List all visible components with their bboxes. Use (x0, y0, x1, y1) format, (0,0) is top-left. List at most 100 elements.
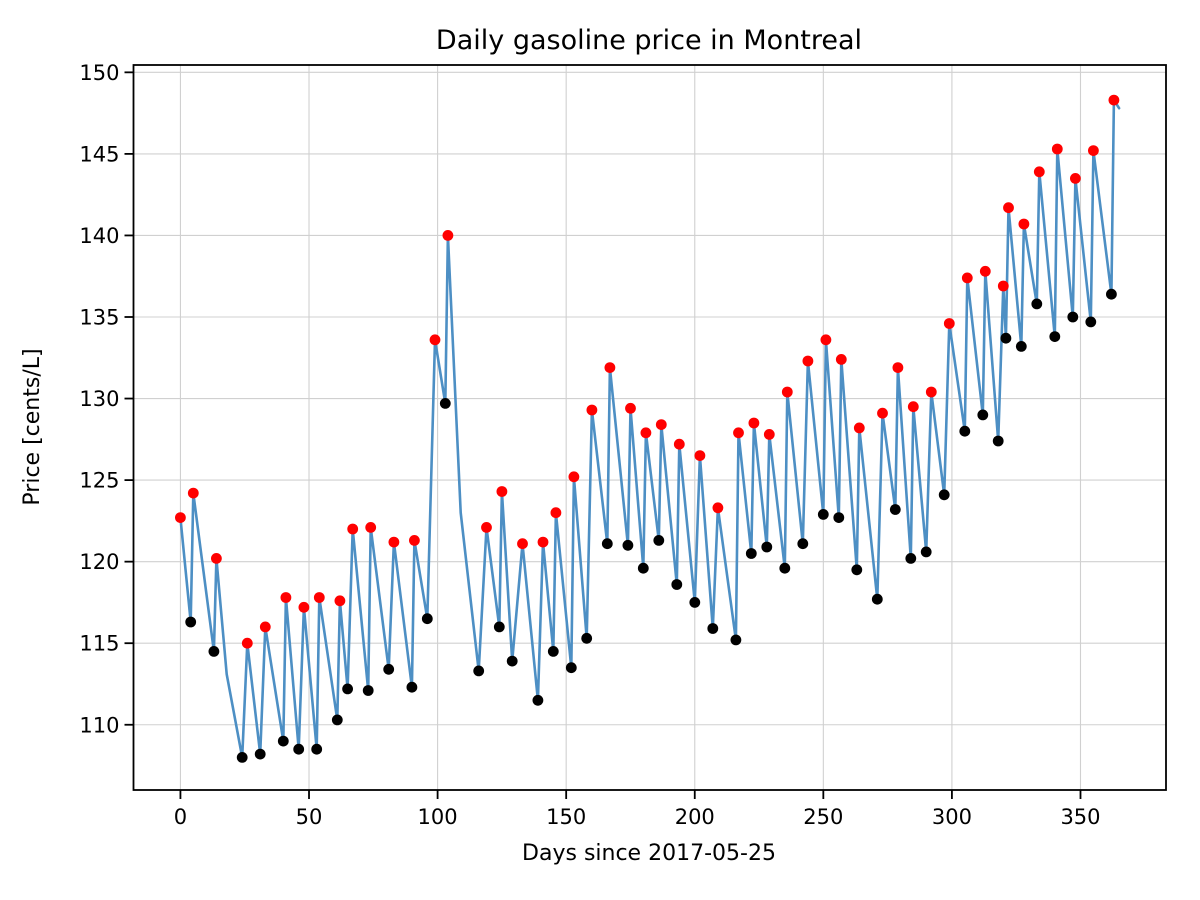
local-min-marker-day-116 (473, 665, 485, 677)
local-max-marker-day-328 (1018, 218, 1030, 230)
local-min-marker-day-139 (532, 694, 544, 706)
local-max-marker-day-99 (429, 334, 441, 346)
local-max-marker-day-355 (1088, 145, 1099, 157)
local-max-marker-day-299 (943, 318, 955, 329)
y-tick-label-120: 120 (79, 550, 119, 574)
local-min-marker-day-290 (920, 546, 932, 558)
local-min-marker-day-40 (277, 735, 289, 747)
local-min-marker-day-180 (637, 562, 649, 574)
local-max-marker-day-175 (625, 402, 636, 414)
local-max-marker-day-41 (280, 592, 292, 603)
local-min-marker-day-312 (977, 409, 989, 421)
local-max-marker-day-141 (537, 536, 549, 548)
local-max-marker-day-279 (892, 362, 904, 373)
local-min-marker-day-61 (331, 714, 343, 726)
local-max-marker-day-229 (763, 429, 775, 440)
local-max-marker-day-292 (925, 386, 937, 398)
local-min-marker-day-242 (797, 538, 809, 550)
local-min-marker-day-271 (871, 593, 883, 605)
local-max-marker-day-306 (961, 272, 973, 284)
local-min-marker-day-145 (547, 646, 559, 657)
local-min-marker-day-158 (581, 632, 593, 644)
local-max-marker-day-14 (211, 553, 222, 564)
local-min-marker-day-4 (185, 616, 197, 628)
local-min-marker-day-65 (342, 683, 353, 695)
local-min-marker-day-24 (236, 752, 248, 763)
chart-title: Daily gasoline price in Montreal (436, 25, 862, 56)
local-min-marker-day-347 (1067, 311, 1079, 323)
local-max-marker-day-133 (517, 538, 528, 550)
local-max-marker-day-236 (781, 386, 793, 398)
local-min-marker-day-166 (601, 538, 613, 550)
local-min-marker-day-31 (254, 748, 266, 760)
local-max-marker-day-348 (1070, 173, 1081, 184)
local-min-marker-day-333 (1031, 298, 1043, 310)
x-tick-label-150: 150 (546, 805, 586, 829)
local-max-marker-day-313 (979, 265, 991, 277)
local-min-marker-day-263 (851, 564, 863, 576)
y-axis-label: Price [cents/L] (20, 348, 45, 505)
local-min-marker-day-216 (730, 634, 742, 646)
local-max-marker-day-167 (604, 362, 616, 373)
y-tick-label-130: 130 (79, 387, 119, 411)
local-min-marker-day-81 (383, 663, 395, 675)
local-min-marker-day-207 (707, 623, 719, 634)
local-min-marker-day-186 (653, 535, 665, 546)
local-min-marker-day-250 (817, 509, 829, 520)
local-max-marker-day-273 (877, 407, 888, 419)
local-max-marker-day-320 (997, 280, 1009, 292)
local-max-marker-day-48 (298, 601, 310, 613)
grid-layer (133, 65, 1166, 790)
y-tick-label-150: 150 (79, 61, 119, 85)
local-min-marker-day-193 (671, 579, 683, 590)
local-min-marker-day-284 (905, 553, 917, 564)
local-min-marker-day-46 (293, 743, 305, 755)
x-axis-label: Days since 2017-05-25 (522, 841, 776, 866)
axes-spines (132, 64, 1167, 791)
local-max-marker-day-153 (568, 471, 580, 483)
local-min-marker-day-152 (565, 662, 577, 674)
x-tick-label-0: 0 (174, 805, 187, 829)
plot-border (132, 64, 1167, 791)
y-tick-label-115: 115 (79, 632, 119, 656)
local-max-marker-day-257 (835, 354, 847, 365)
extrema-markers-layer (175, 94, 1120, 763)
local-min-marker-day-228 (761, 541, 773, 553)
local-max-marker-day-264 (853, 422, 865, 434)
price-line-layer (179, 98, 1121, 759)
axis-tick-labels: 0 50 100 150 200 250 300 350 110 115 120 125 130 135 1… (79, 61, 1100, 829)
local-max-marker-day-54 (313, 592, 325, 603)
local-min-marker-day-321 (1000, 332, 1012, 344)
local-min-marker-day-13 (208, 646, 220, 657)
local-min-marker-day-256 (833, 512, 845, 523)
local-min-marker-day-305 (959, 425, 971, 437)
local-max-marker-day-33 (259, 621, 271, 633)
local-min-marker-day-362 (1106, 288, 1117, 300)
local-max-marker-day-62 (334, 595, 346, 607)
local-max-marker-day-334 (1033, 166, 1045, 178)
local-min-marker-day-297 (938, 489, 950, 501)
local-max-marker-day-146 (550, 507, 562, 519)
local-max-marker-day-209 (712, 502, 724, 514)
x-tick-label-350: 350 (1060, 805, 1100, 829)
local-min-marker-day-278 (889, 504, 901, 515)
local-max-marker-day-202 (694, 450, 706, 461)
local-min-marker-day-96 (421, 613, 433, 625)
local-min-marker-day-235 (779, 562, 791, 574)
local-max-marker-day-187 (655, 419, 667, 430)
local-max-marker-day-181 (640, 427, 652, 439)
local-max-marker-day-341 (1051, 143, 1063, 155)
local-max-marker-day-223 (748, 417, 760, 429)
local-max-marker-day-244 (802, 355, 814, 367)
local-max-marker-day-104 (442, 230, 454, 241)
local-min-marker-day-327 (1015, 341, 1027, 352)
local-min-marker-day-340 (1049, 331, 1061, 342)
y-tick-label-145: 145 (79, 142, 119, 166)
local-max-marker-day-217 (733, 427, 744, 439)
local-min-marker-day-124 (493, 621, 505, 633)
axis-ticks (124, 71, 1082, 799)
y-tick-label-140: 140 (79, 224, 119, 248)
local-max-marker-day-363 (1108, 94, 1120, 106)
